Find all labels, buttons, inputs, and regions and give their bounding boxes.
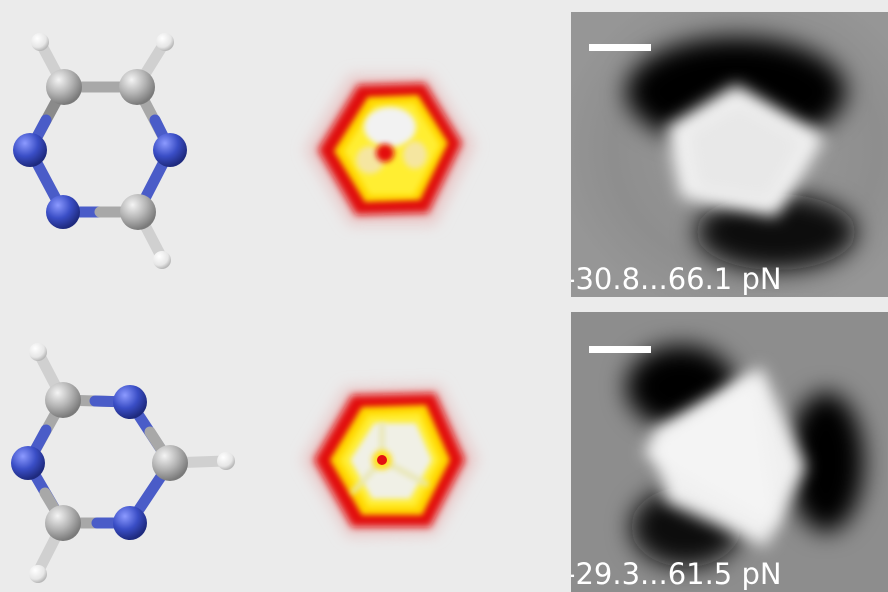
hydrogen-atom	[29, 565, 47, 583]
force-heatmap-2	[290, 365, 490, 550]
nitrogen-atom	[113, 506, 147, 540]
hydrogen-atom	[217, 452, 235, 470]
force-range-label: -29.3...61.5 pN	[571, 557, 782, 591]
hydrogen-atom	[31, 33, 49, 51]
hydrogen-atom	[153, 251, 171, 269]
carbon-atom	[45, 382, 81, 418]
nitrogen-atom	[113, 385, 147, 419]
afm-image-panel-1: -30.8...66.1 pN	[571, 12, 888, 297]
carbon-atom	[119, 69, 155, 105]
afm-image-panel-2: -29.3...61.5 pN	[571, 312, 888, 592]
molecule-model-2	[0, 330, 240, 592]
force-range-label: -30.8...66.1 pN	[571, 262, 782, 296]
nitrogen-atom	[11, 446, 45, 480]
hydrogen-atom	[29, 343, 47, 361]
scale-bar	[589, 44, 651, 51]
carbon-atom	[45, 505, 81, 541]
carbon-atom	[152, 445, 188, 481]
scale-bar	[589, 346, 651, 353]
molecule-model-1	[0, 20, 210, 280]
carbon-atom	[46, 69, 82, 105]
hydrogen-atom	[156, 33, 174, 51]
force-heatmap-1	[290, 55, 490, 240]
nitrogen-atom	[153, 133, 187, 167]
nitrogen-atom	[13, 133, 47, 167]
carbon-atom	[120, 194, 156, 230]
nitrogen-atom	[46, 195, 80, 229]
